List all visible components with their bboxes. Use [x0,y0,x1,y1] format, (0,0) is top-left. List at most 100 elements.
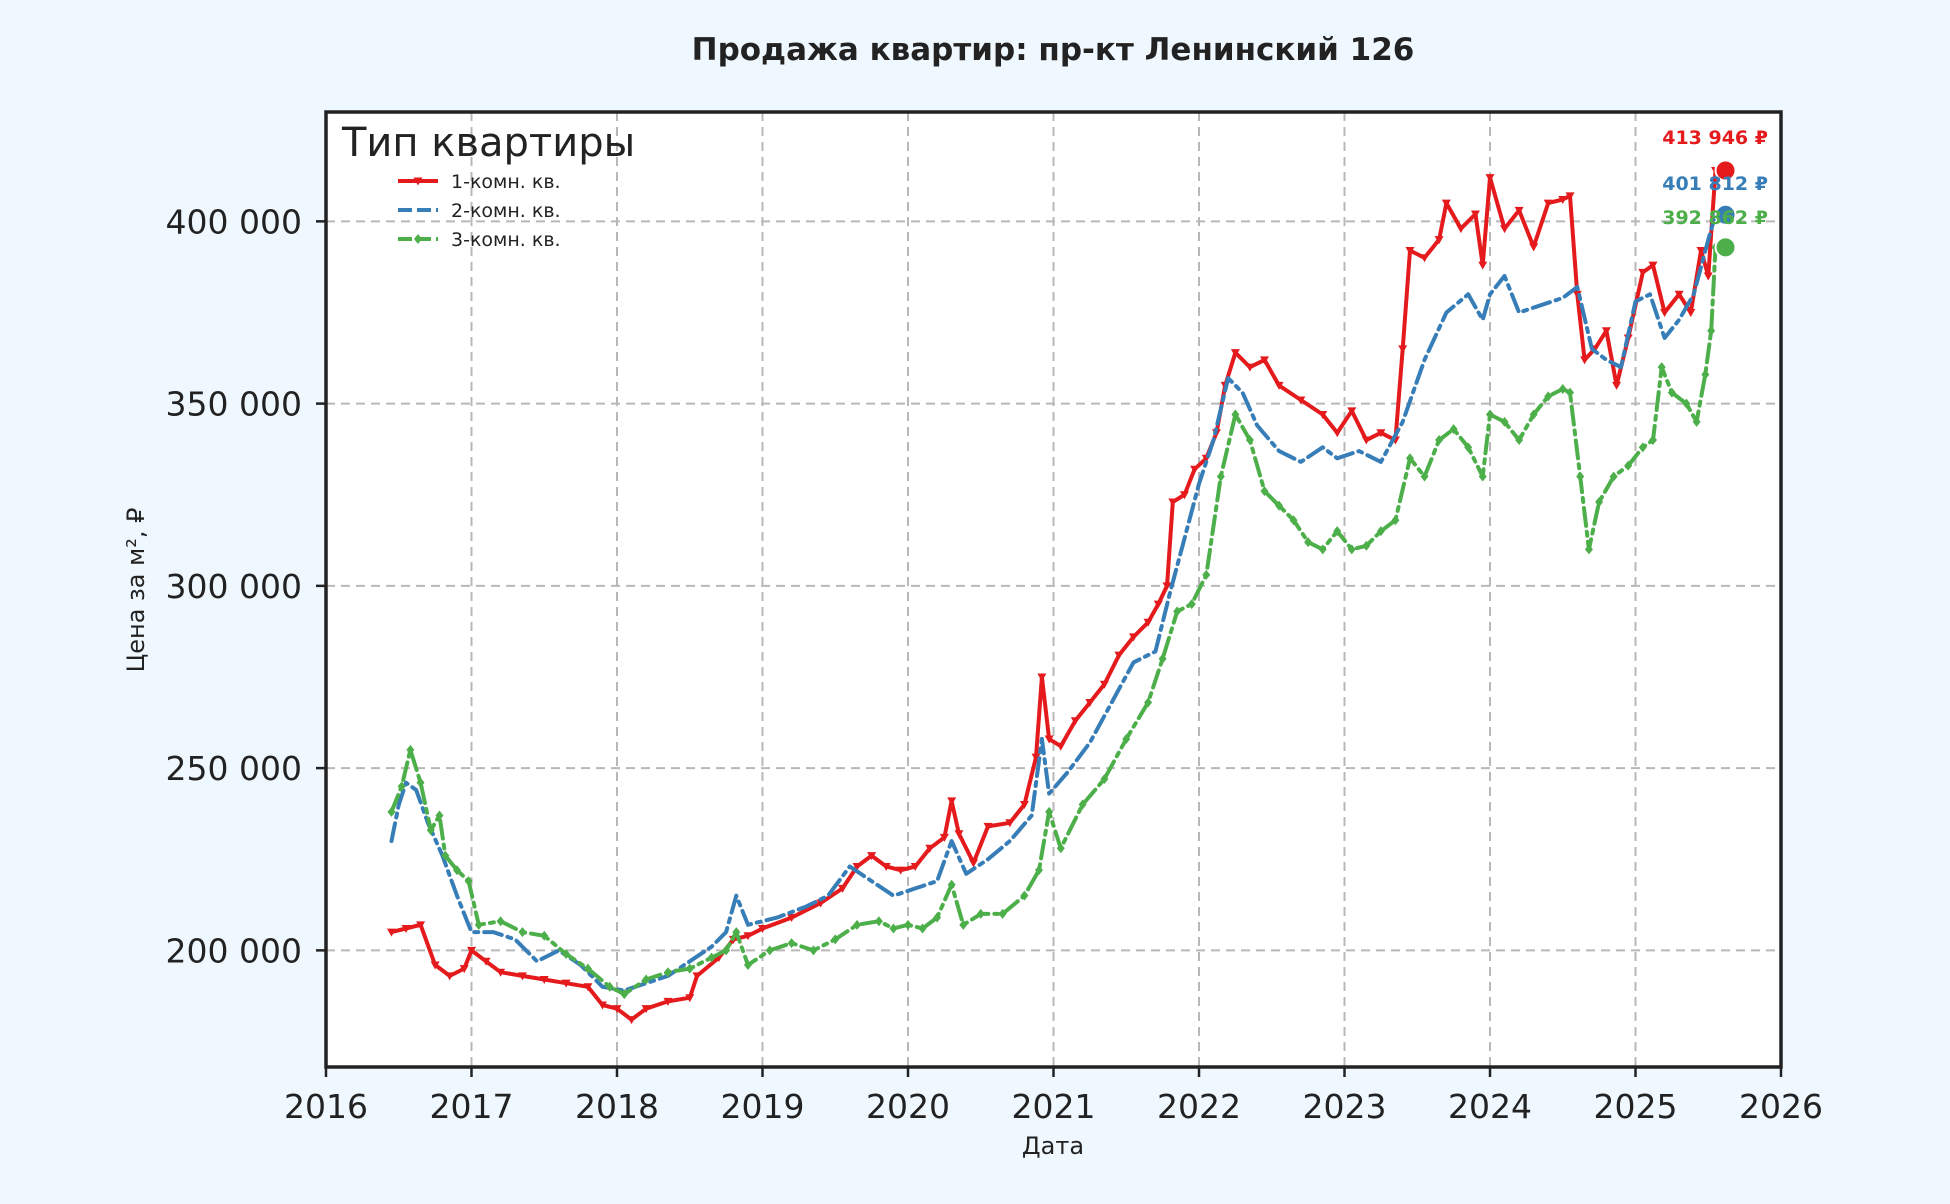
data-point [1558,384,1567,395]
data-point [1245,363,1255,372]
data-point [1020,890,1029,901]
data-point [1449,424,1458,435]
legend-label: 2-комн. кв. [451,200,561,222]
series-2 [389,212,1718,993]
data-point [874,916,883,927]
data-point [464,876,473,887]
data-point [1304,537,1313,548]
data-point [1435,435,1444,446]
data-point [896,866,906,875]
data-point [1274,381,1284,390]
data-point [397,781,406,792]
data-point [1486,409,1494,420]
data-point [1144,697,1153,708]
data-point [998,908,1007,919]
data-point [976,908,985,919]
data-point [467,946,476,955]
data-point [1044,735,1054,744]
y-tick-label: 200 000 [166,931,302,970]
end-value-label: 413 946 ₽ [1662,127,1768,149]
data-point [1260,486,1269,497]
data-point [539,976,549,985]
data-point [1143,618,1153,627]
data-point [627,1016,637,1025]
data-point [758,924,767,933]
data-point [1099,680,1109,689]
legend-title: Тип квартиры [341,120,635,166]
legend-label: 1-комн. кв. [451,171,561,193]
data-point [496,968,506,977]
data-point [1187,599,1196,610]
data-point [416,777,425,788]
data-point [787,914,797,923]
data-point [889,923,898,934]
data-point [1648,435,1657,446]
x-tick-label: 2026 [1739,1087,1823,1126]
data-point [1376,526,1385,537]
data-point [852,863,862,872]
data-point [1434,236,1444,245]
series-3 [387,242,1720,1000]
data-point [1100,774,1109,785]
data-point [1391,515,1400,526]
end-value-label: 401 812 ₽ [1662,173,1768,195]
data-point [561,979,571,988]
data-point [1576,471,1585,482]
data-point [1347,544,1356,555]
x-tick-label: 2019 [721,1087,805,1126]
data-point [685,994,695,1003]
x-tick-label: 2024 [1448,1087,1532,1126]
data-point [1543,199,1553,208]
data-point [904,919,912,930]
data-point [597,1001,607,1010]
data-point [496,916,505,927]
data-point [1624,460,1633,471]
data-point [1031,753,1041,762]
data-point [605,981,614,992]
end-value-label: 392 862 ₽ [1662,207,1768,229]
data-point [416,921,426,930]
data-point [1405,453,1414,464]
y-tick-label: 250 000 [166,749,302,788]
data-point [1376,429,1386,438]
series-layer [386,167,1721,1025]
data-point [1701,369,1710,380]
plot-frame [324,110,1783,1069]
data-point [947,879,956,890]
data-point [838,884,848,893]
x-tick-label: 2020 [866,1087,950,1126]
grid [326,112,1781,1067]
data-point [445,972,455,981]
y-tick-label: 350 000 [166,385,302,424]
x-tick-label: 2025 [1594,1087,1678,1126]
data-point [1609,471,1618,482]
data-point [692,972,702,981]
data-point [452,865,461,876]
data-point [1005,819,1015,828]
data-point [1070,717,1080,726]
data-point [1674,290,1684,299]
x-tick-label: 2022 [1157,1087,1241,1126]
x-tick-label: 2021 [1012,1087,1096,1126]
data-point [1231,409,1240,420]
data-point [1179,491,1189,500]
data-point [1153,600,1163,609]
data-point [386,928,396,937]
data-point [1464,442,1473,453]
data-point [1667,387,1676,398]
x-tick-label: 2016 [284,1087,368,1126]
data-point [1601,327,1611,336]
data-point [1289,515,1298,526]
data-point [1707,325,1716,336]
data-point [1045,806,1054,817]
data-point [787,938,796,949]
legend: Тип квартиры 1-комн. кв. 2-комн. кв. 3-ком… [341,120,635,251]
data-point [1478,471,1487,482]
chart-title: Продажа квартир: пр-кт Ленинский 126 [692,32,1415,68]
end-point-marker [1714,236,1737,259]
data-point [562,949,571,960]
x-tick-label: 2023 [1303,1087,1387,1126]
data-point [1158,653,1167,664]
series-line [389,212,1718,993]
data-point [1162,582,1172,591]
